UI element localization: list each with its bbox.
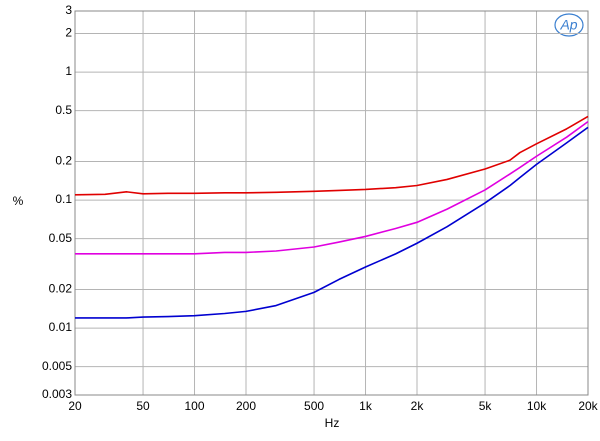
y-tick-label: 0.005 bbox=[42, 359, 72, 373]
y-tick-label: 0.02 bbox=[49, 282, 73, 296]
data-line bbox=[75, 126, 589, 319]
data-line bbox=[74, 115, 589, 196]
x-tick-label: 1k bbox=[359, 399, 373, 413]
y-tick-label: 0.1 bbox=[55, 192, 72, 206]
y-tick-label: 0.5 bbox=[55, 103, 72, 117]
y-tick-label: 0.05 bbox=[49, 231, 73, 245]
y-tick-label: 0.2 bbox=[55, 154, 72, 168]
x-tick-label: 5k bbox=[479, 399, 493, 413]
x-tick-label: 100 bbox=[185, 399, 205, 413]
x-tick-label: 50 bbox=[136, 399, 150, 413]
y-axis-label: % bbox=[13, 194, 24, 208]
plot-frame bbox=[74, 10, 589, 396]
x-axis-label: Hz bbox=[325, 416, 340, 430]
x-tick-label: 200 bbox=[236, 399, 256, 413]
y-tick-label: 0.01 bbox=[49, 320, 73, 334]
data-line bbox=[75, 120, 589, 255]
y-tick-label: 0.003 bbox=[42, 387, 72, 401]
x-tick-label: 20k bbox=[578, 399, 598, 413]
y-tick-label: 2 bbox=[65, 26, 72, 40]
x-tick-label: 500 bbox=[304, 399, 324, 413]
x-tick-label: 10k bbox=[527, 399, 547, 413]
logo: Ap bbox=[559, 17, 577, 33]
x-tick-label: 20 bbox=[68, 399, 82, 413]
logo-ring bbox=[554, 13, 584, 37]
y-tick-label: 3 bbox=[65, 3, 72, 17]
x-tick-label: 2k bbox=[411, 399, 425, 413]
y-tick-label: 1 bbox=[65, 64, 72, 78]
